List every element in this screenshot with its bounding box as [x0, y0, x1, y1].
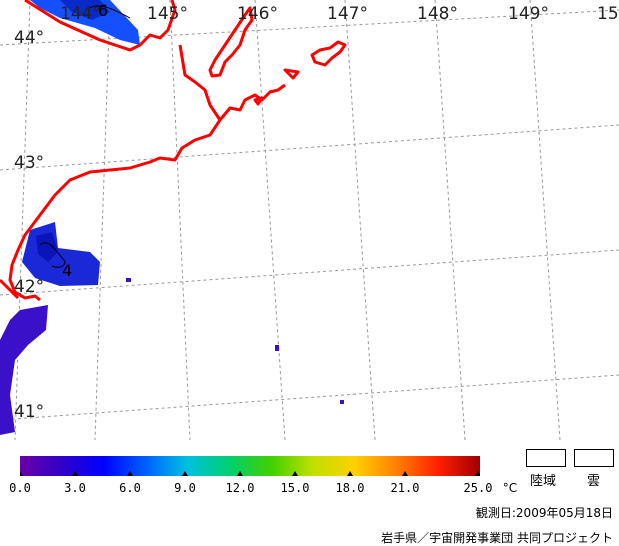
temperature-colorbar — [20, 456, 480, 476]
colorbar-tick-3: 3.0 — [64, 481, 86, 495]
colorbar-tick-mark — [402, 471, 408, 476]
colorbar-tick-mark — [182, 471, 188, 476]
sst-patch-south — [0, 305, 48, 435]
credit-text: 岩手県／宇宙開発事業団 共同プロジェクト — [381, 531, 613, 545]
sst-map: 6 4 — [0, 0, 619, 440]
cloud-legend-label: 雲 — [587, 474, 601, 489]
lon-label-146: 146° — [237, 4, 278, 24]
sst-patches — [0, 0, 344, 435]
colorbar-gradient — [20, 456, 480, 476]
colorbar-tick-15: 15.0 — [280, 481, 310, 495]
colorbar-tick-0: 0.0 — [9, 481, 31, 495]
colorbar-tick-9: 9.0 — [174, 481, 196, 495]
lon-label-149: 149° — [508, 4, 549, 24]
colorbar-tick-25: 25.0 — [463, 481, 493, 495]
colorbar-tick-21: 21.0 — [390, 481, 420, 495]
lon-label-145: 145° — [147, 4, 188, 24]
colorbar-tick-mark — [237, 471, 243, 476]
colorbar-tick-18: 18.0 — [335, 481, 365, 495]
contour-label-6: 6 — [98, 1, 108, 20]
lat-label-42: 42° — [14, 277, 45, 297]
lon-label-147: 147° — [327, 4, 368, 24]
lat-label-44: 44° — [14, 28, 45, 48]
coastline — [0, 0, 347, 302]
colorbar-tick-mark — [72, 471, 78, 476]
colorbar-tick-6: 6.0 — [119, 481, 141, 495]
graticule — [0, 0, 619, 440]
cloud-legend-box — [574, 449, 614, 467]
land-legend-box — [526, 449, 566, 467]
sst-patch-north — [30, 0, 140, 45]
contour-label-4: 4 — [62, 261, 72, 280]
observation-date: 観測日:2009年05月18日 — [475, 506, 613, 520]
colorbar-tick-12: 12.0 — [225, 481, 255, 495]
contours — [39, 5, 131, 268]
land-legend-label: 陸域 — [530, 474, 557, 489]
colorbar-tick-mark — [292, 471, 298, 476]
colorbar-tick-mark — [127, 471, 133, 476]
colorbar-tick-mark — [475, 471, 480, 476]
colorbar-tick-mark — [20, 471, 23, 476]
colorbar-tick-mark — [347, 471, 353, 476]
lat-label-41: 41° — [14, 402, 45, 422]
lon-label-148: 148° — [417, 4, 458, 24]
lat-label-43: 43° — [14, 153, 45, 173]
lon-label-150: 15 — [597, 4, 619, 24]
lon-label-144: 144° — [60, 4, 101, 24]
colorbar-unit: °C — [502, 481, 518, 495]
